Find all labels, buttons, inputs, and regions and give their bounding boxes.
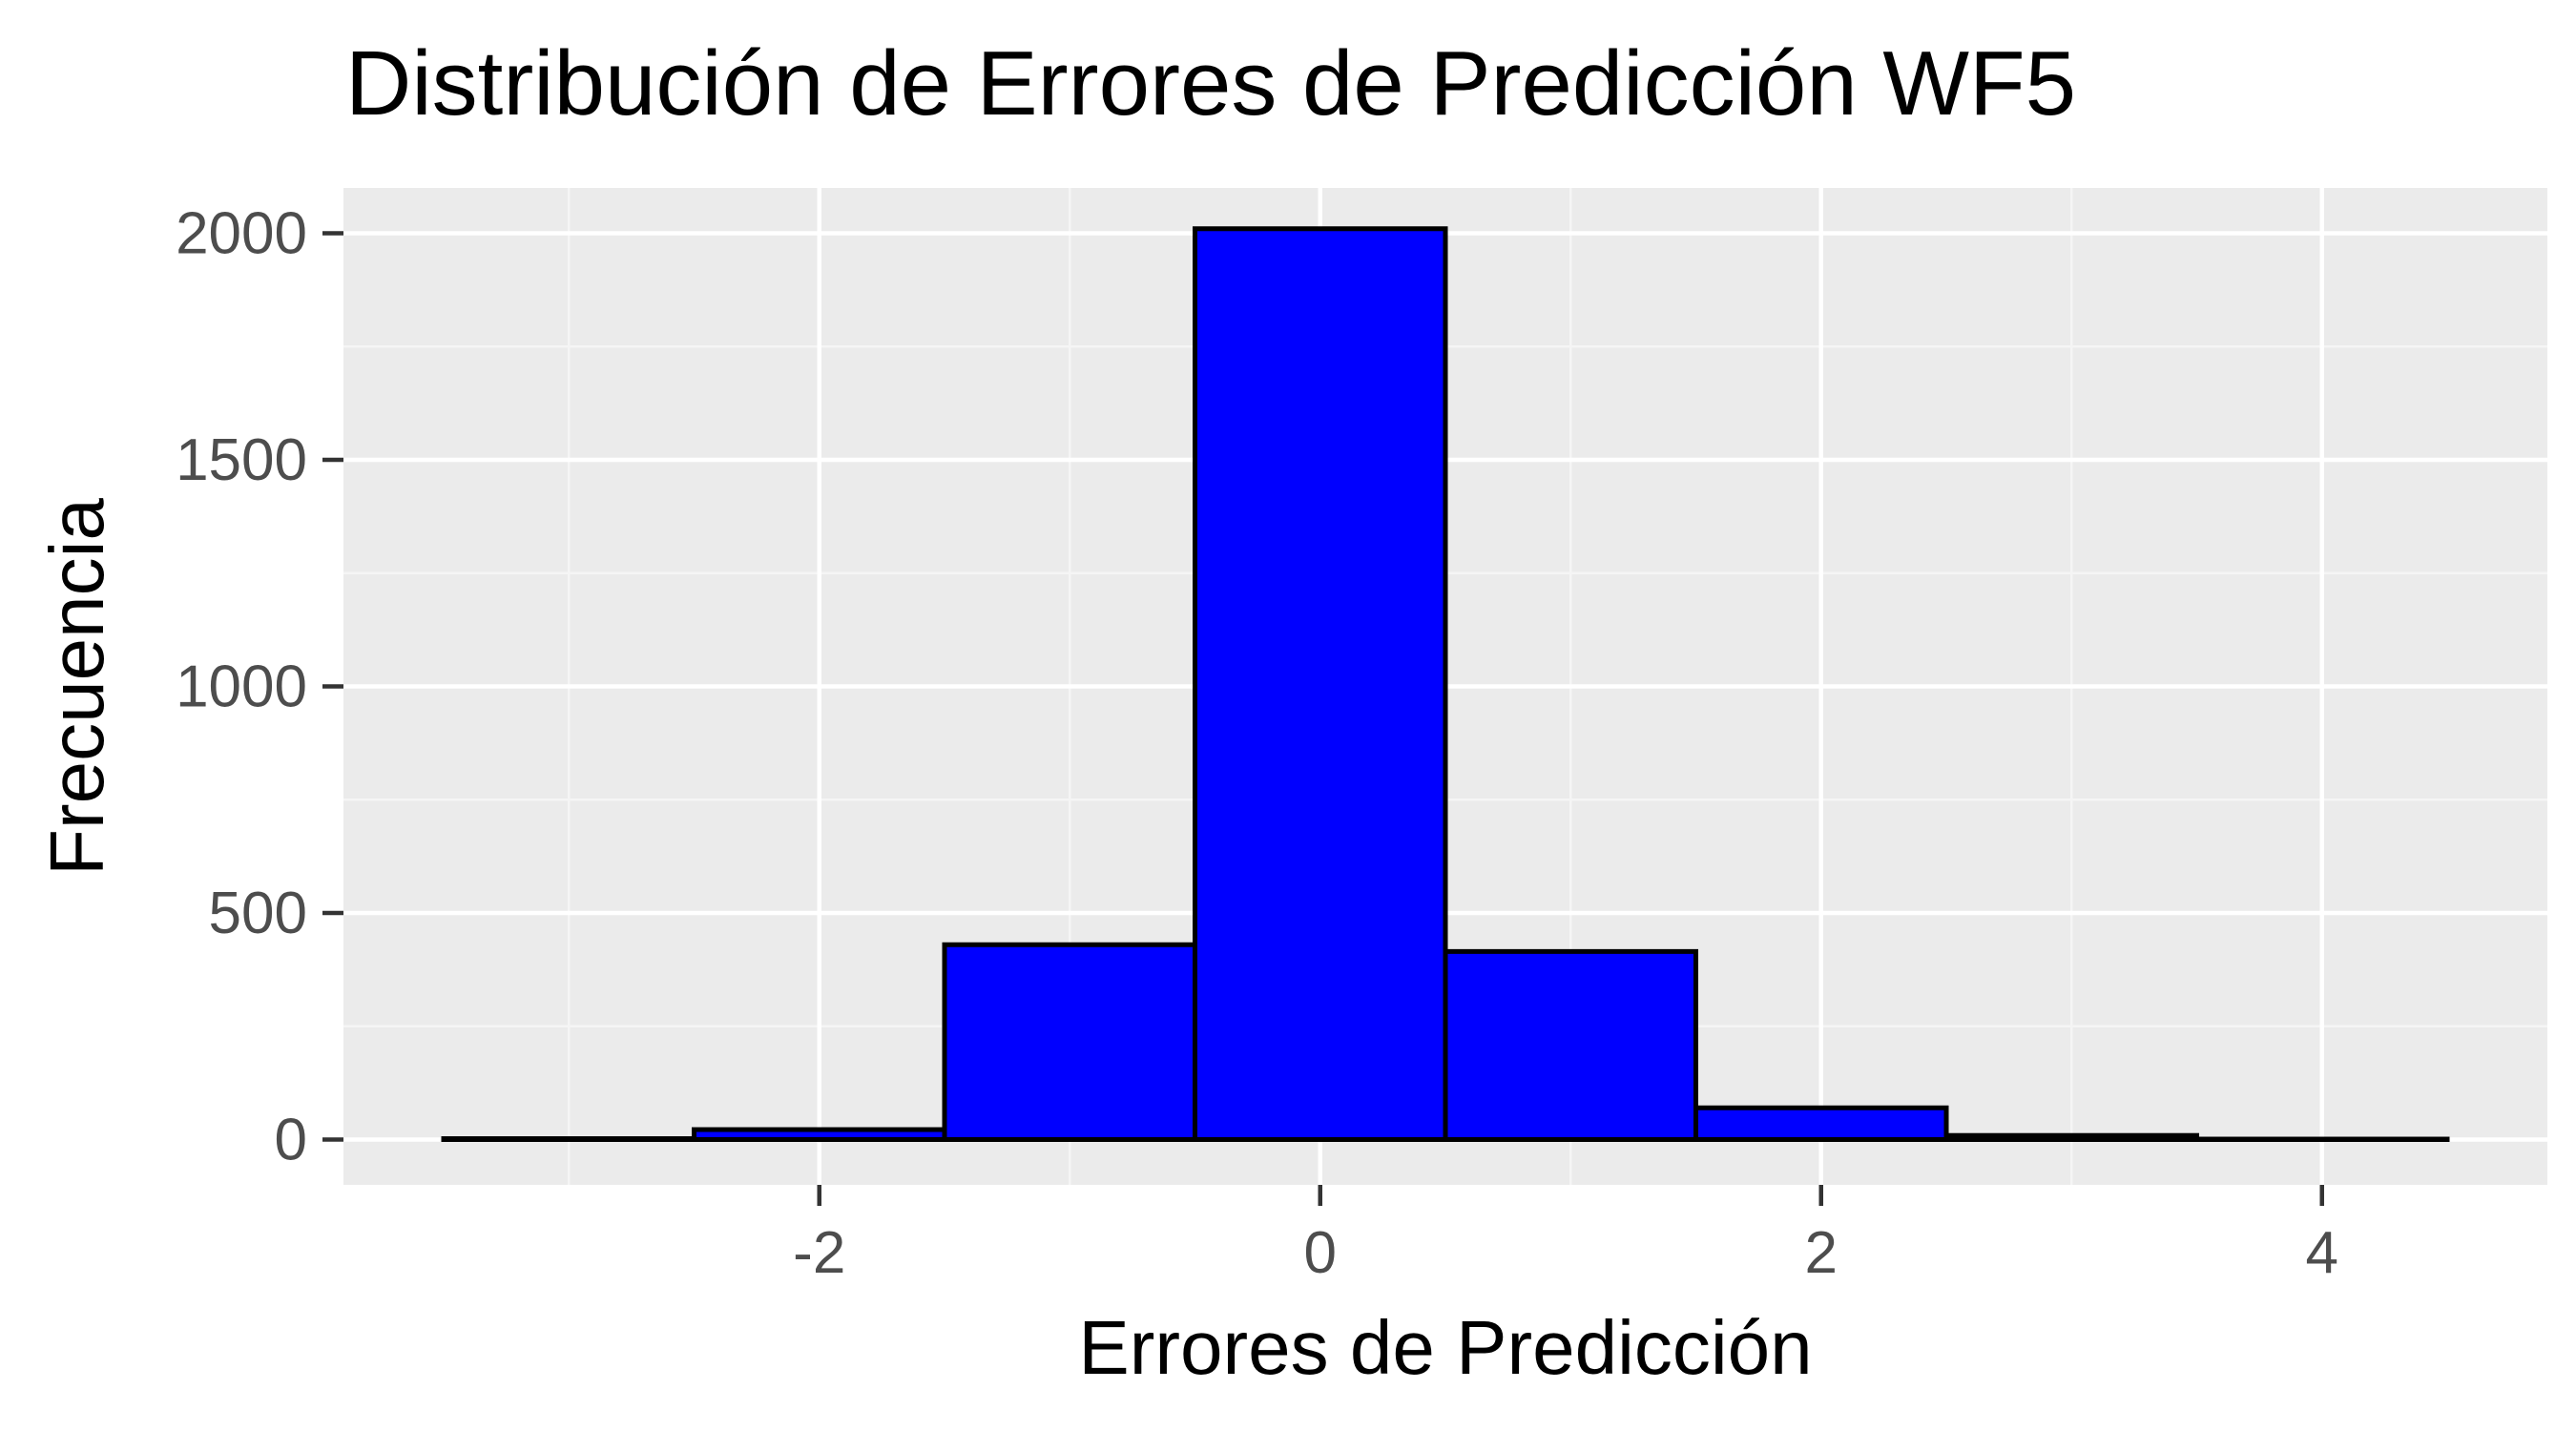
y-tick-label: 1500 [176,427,307,493]
x-tick-label: 0 [1304,1220,1337,1286]
histogram-bar [1443,948,1698,1142]
histogram-bar [1943,1132,2199,1142]
histogram-bar [942,942,1197,1142]
x-axis: -2 0 2 4 [793,1185,2338,1286]
histogram-bar [1193,226,1448,1142]
chart-title: Distribución de Errores de Predicción WF… [345,32,2076,135]
x-tick-label: -2 [793,1220,845,1286]
histogram-bar [692,1127,947,1143]
y-axis-title: Frecuencia [34,498,119,876]
histogram-bar [1693,1105,1949,1142]
x-tick-label: 2 [1805,1220,1838,1286]
y-axis: 0 500 1000 1500 2000 [176,201,343,1173]
y-tick-label: 2000 [176,201,307,267]
x-tick-label: 4 [2306,1220,2338,1286]
histogram-bar [441,1136,696,1143]
y-tick-label: 1000 [176,654,307,720]
y-tick-label: 500 [209,881,307,946]
y-tick-label: 0 [275,1108,307,1173]
histogram-bars [441,226,2450,1143]
x-axis-title: Errores de Predicción [1078,1305,1812,1390]
